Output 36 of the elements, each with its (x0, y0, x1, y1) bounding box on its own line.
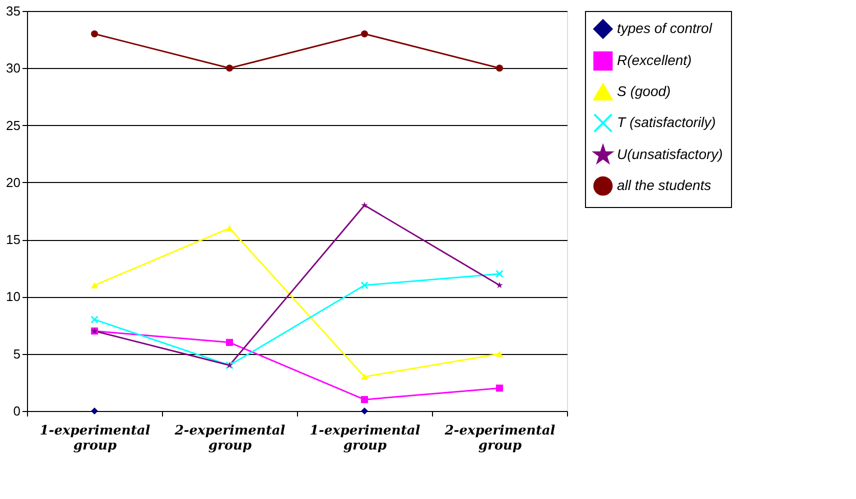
x-tick-label: 2-experimental group (444, 424, 556, 454)
y-tick-label: 10 (6, 289, 20, 304)
point (361, 202, 368, 208)
y-tick-label: 5 (13, 346, 20, 362)
x-tick-label: 2-experimental group (174, 424, 286, 454)
point (360, 30, 368, 38)
point (360, 374, 368, 380)
x-tick-label: 1-experimental group (310, 424, 420, 454)
point (360, 281, 368, 290)
point (90, 316, 98, 324)
x-tick-label: 1-experimental group (40, 424, 150, 454)
y-tick-label: 30 (6, 60, 20, 76)
y-tick-label: 25 (6, 118, 20, 133)
point (360, 407, 368, 415)
y-tick-label: 35 (6, 4, 20, 18)
point (90, 407, 98, 415)
legend-label: R(excellent) (617, 52, 692, 68)
legend-label: all the students (617, 177, 712, 193)
point (90, 282, 98, 288)
legend-label: U(unsatisfactory) (617, 146, 723, 162)
point (226, 64, 234, 72)
point (90, 30, 98, 38)
y-tick-label: 20 (6, 174, 20, 190)
point (226, 225, 234, 232)
legend-label: S (good) (617, 83, 671, 99)
legend-label: types of control (617, 20, 713, 36)
point (496, 384, 504, 392)
y-tick-label: 15 (6, 232, 20, 248)
point (360, 396, 368, 404)
point (496, 350, 504, 357)
point (226, 338, 234, 346)
point (496, 64, 504, 72)
point (496, 282, 503, 288)
y-tick-label: 0 (13, 404, 20, 418)
point (496, 270, 504, 278)
legend-label: T (satisfactorily) (617, 114, 716, 130)
